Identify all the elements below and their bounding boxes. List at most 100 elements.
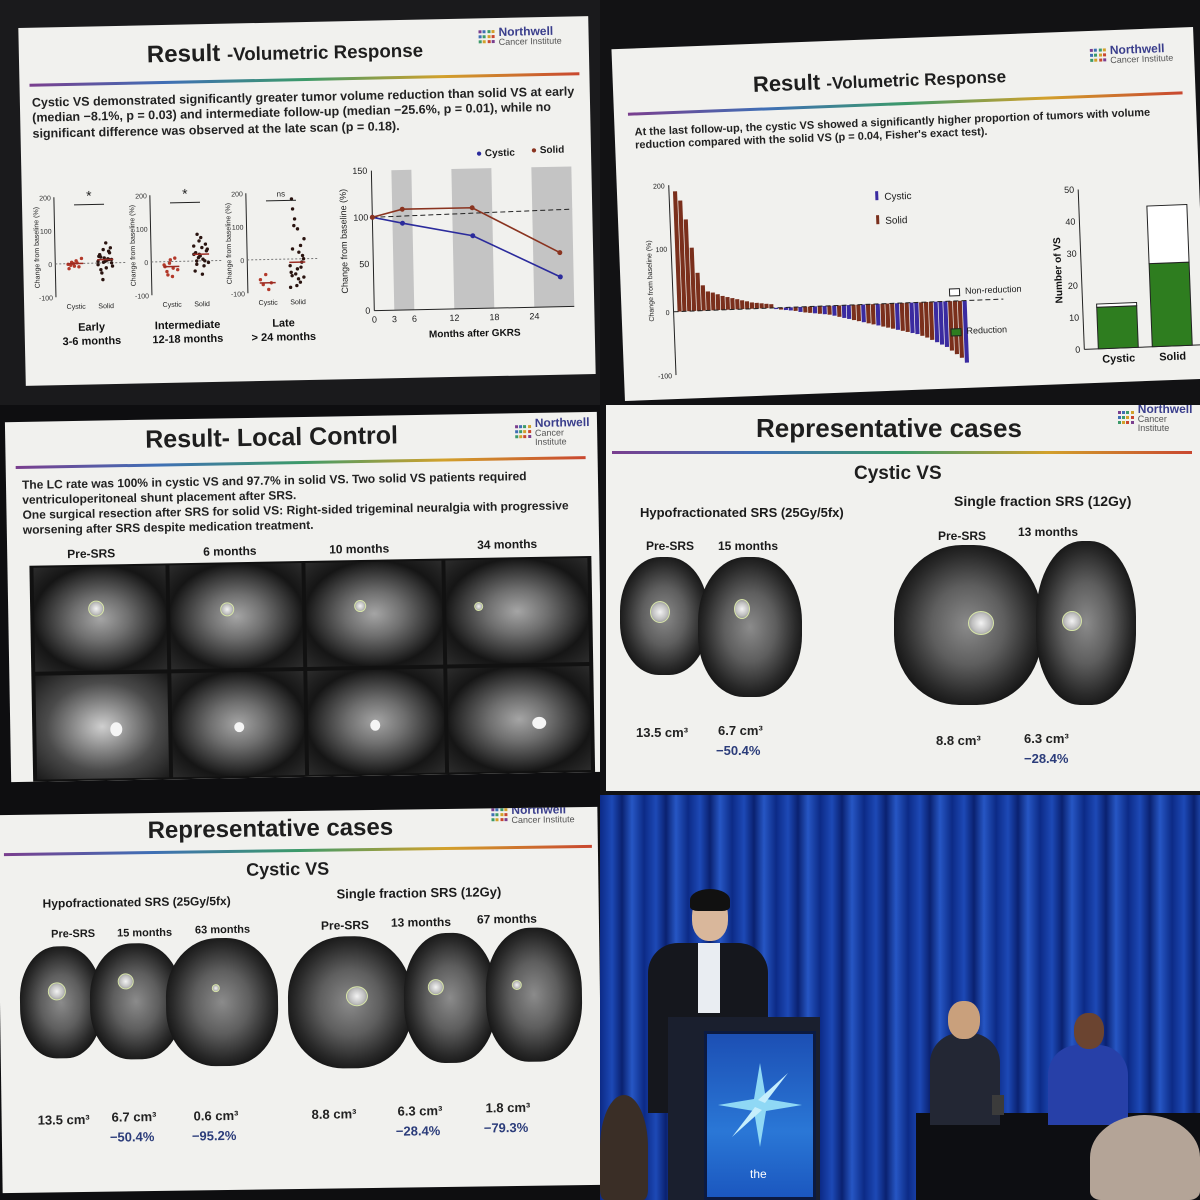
ventricle — [370, 719, 381, 731]
y-axis — [370, 170, 375, 311]
title-rule — [612, 451, 1192, 454]
northwell-logo: Northwell Cancer Institute — [478, 24, 562, 48]
mri-grid — [29, 555, 596, 782]
data-point — [109, 261, 114, 265]
timepoint-label: Pre-SRS — [938, 529, 987, 543]
data-point — [108, 246, 113, 250]
data-point — [289, 270, 293, 275]
data-point — [264, 272, 268, 277]
data-point — [199, 235, 203, 240]
data-point — [193, 250, 198, 255]
northwell-logo-icon — [1089, 47, 1107, 63]
category-label: Cystic — [259, 300, 279, 307]
title-rule — [29, 72, 580, 87]
volume-value: 0.6 cm³ — [193, 1107, 239, 1124]
waterfall-bar — [754, 302, 759, 309]
waterfall-bar — [856, 304, 862, 322]
timepoint-label: Pre-SRS — [646, 539, 695, 553]
significance-label: * — [86, 188, 92, 204]
panel-volumetric-dotplots: Result -Volumetric Response Northwell Can… — [0, 0, 600, 405]
category-label: Solid — [98, 303, 114, 310]
waterfall-bar — [807, 306, 813, 313]
mri-image — [169, 563, 304, 670]
significance-label: * — [182, 185, 188, 201]
data-point — [192, 244, 196, 248]
panelist-2-head — [1074, 1013, 1104, 1049]
waterfall-bar — [923, 302, 930, 338]
category-label: Cystic — [163, 302, 183, 309]
zero-line — [151, 259, 224, 263]
tick-label: 200 — [135, 193, 147, 200]
zero-line — [55, 261, 128, 265]
mri-image — [33, 565, 168, 672]
title-rule — [3, 844, 592, 857]
waterfall-bar — [720, 295, 726, 310]
timepoint-label: 67 months — [476, 911, 538, 927]
northwell-logo: Northwell Cancer Institute — [515, 415, 598, 447]
slide-5: Representative cases Northwell Cancer Ins… — [0, 806, 600, 1194]
data-point — [292, 217, 297, 221]
data-point — [195, 232, 199, 237]
tumor-lesion — [427, 978, 444, 996]
panel-conference-photo: the — [600, 795, 1200, 1200]
tick-label: 0 — [240, 258, 244, 265]
data-point — [104, 266, 108, 270]
data-point — [200, 272, 205, 276]
tick-label: 50 — [359, 259, 369, 269]
data-point — [167, 261, 172, 265]
slide-2: Result -Volumetric Response Northwell Can… — [611, 26, 1200, 402]
waterfall-bar — [899, 302, 905, 331]
data-point — [171, 266, 175, 270]
tick-label: 50 — [1064, 185, 1074, 195]
tick-label: 0 — [372, 315, 377, 325]
slide-5-title: Representative cases — [147, 813, 394, 845]
data-point — [206, 260, 211, 265]
waterfall-bar — [710, 292, 716, 311]
category-label: Solid — [290, 299, 306, 306]
data-point — [102, 256, 106, 260]
timepoint-label: 15 months — [116, 926, 173, 940]
stacked-bar-segment — [1096, 305, 1139, 350]
tick-label: 0 — [48, 262, 52, 269]
y-axis-label: Change from baseline (%) — [225, 203, 234, 284]
waterfall-bar — [914, 302, 920, 335]
tick-label: 200 — [39, 195, 51, 202]
star-logo-icon — [718, 1063, 802, 1147]
tick-label: 0 — [1075, 345, 1080, 355]
volume-change: −50.4% — [109, 1129, 155, 1145]
slide-1: Result -Volumetric Response Northwell Can… — [18, 16, 596, 386]
mri-image — [698, 557, 802, 697]
data-point — [258, 277, 263, 282]
tick-label: 200 — [653, 183, 665, 190]
waterfall-bar — [904, 302, 910, 333]
data-point — [195, 259, 199, 263]
data-point — [79, 256, 84, 261]
tick-label: 0 — [666, 310, 670, 317]
data-point — [110, 264, 115, 268]
waterfall-bar — [730, 298, 735, 310]
category-label: Solid — [1159, 350, 1186, 363]
x-axis-label: Months after GKRS — [429, 328, 521, 341]
data-point — [288, 285, 293, 290]
waterfall-bar — [740, 300, 745, 310]
tick-label: 10 — [1069, 313, 1079, 323]
slide-3: Result- Local Control Northwell Cancer In… — [4, 411, 600, 783]
volume-change: −50.4% — [716, 743, 761, 758]
audience-head — [1090, 1115, 1200, 1200]
volume-value: 1.8 cm³ — [485, 1099, 531, 1116]
tick-label: -100 — [658, 373, 672, 381]
line-legend-solid: ● Solid — [530, 144, 565, 157]
y-axis-label: Change from baseline (%) — [129, 205, 138, 286]
volume-change: −28.4% — [395, 1123, 441, 1139]
data-point — [101, 277, 105, 282]
waterfall-bar — [894, 303, 901, 330]
category-label: Solid — [194, 301, 210, 308]
panelist-1 — [930, 1033, 1000, 1125]
y-axis — [149, 195, 153, 296]
data-point — [261, 282, 265, 287]
volume-value: 13.5 cm³ — [37, 1111, 90, 1128]
significance-label: ns — [277, 189, 286, 198]
stacked-bar-segment — [1148, 261, 1193, 348]
data-point — [369, 214, 375, 220]
mri-image — [1036, 541, 1136, 705]
